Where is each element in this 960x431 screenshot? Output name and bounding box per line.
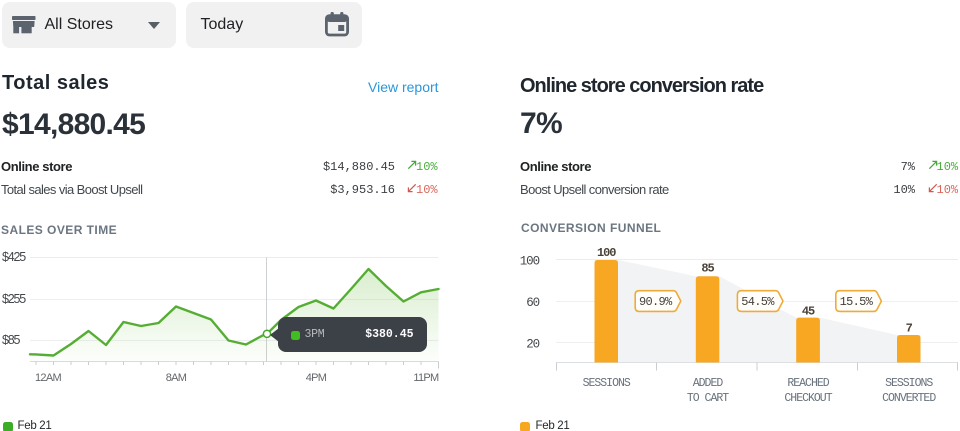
svg-text:60: 60: [526, 296, 539, 310]
svg-text:15.5%: 15.5%: [840, 295, 874, 309]
svg-text:$425: $425: [2, 250, 26, 264]
svg-text:TO CART: TO CART: [687, 392, 729, 405]
svg-text:20: 20: [526, 337, 539, 351]
svg-text:SESSIONS: SESSIONS: [885, 377, 933, 390]
svg-text:ADDED: ADDED: [693, 377, 724, 390]
svg-text:100: 100: [597, 246, 616, 260]
svg-text:4PM: 4PM: [306, 372, 327, 384]
svg-text:11PM: 11PM: [413, 372, 439, 384]
svg-text:85: 85: [701, 262, 714, 276]
svg-text:54.5%: 54.5%: [741, 295, 775, 309]
svg-text:CONVERTED: CONVERTED: [882, 392, 936, 405]
svg-text:7: 7: [906, 322, 913, 336]
svg-text:CHECKOUT: CHECKOUT: [784, 392, 832, 405]
svg-text:12AM: 12AM: [35, 372, 61, 384]
svg-text:$85: $85: [2, 333, 21, 347]
svg-text:90.9%: 90.9%: [639, 295, 673, 309]
svg-text:SESSIONS: SESSIONS: [583, 377, 631, 390]
svg-text:8AM: 8AM: [166, 372, 187, 384]
svg-text:REACHED: REACHED: [787, 377, 829, 390]
svg-text:$255: $255: [2, 292, 26, 306]
svg-text:100: 100: [520, 255, 540, 269]
svg-text:45: 45: [802, 304, 815, 318]
